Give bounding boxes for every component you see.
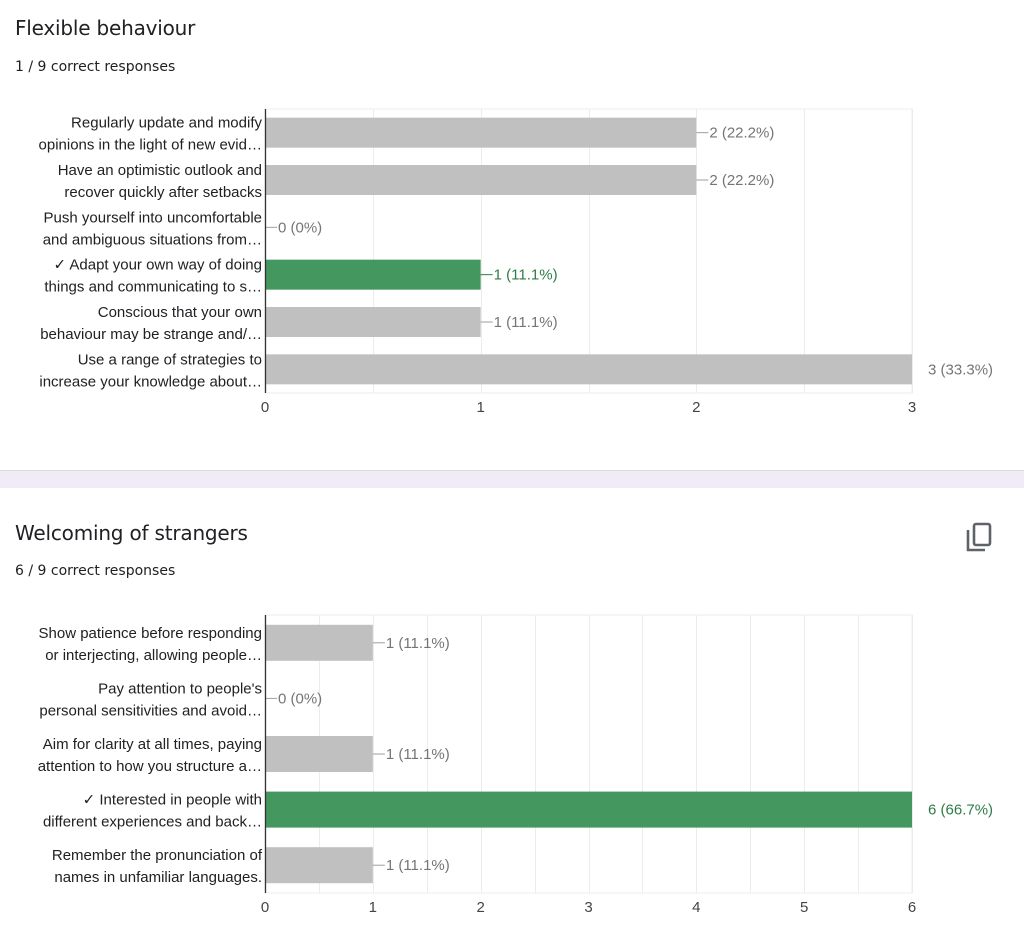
x-tick-label: 0 <box>261 399 269 416</box>
value-label: 0 (0%) <box>278 690 322 707</box>
question-title: Welcoming of strangers <box>15 521 248 545</box>
value-label: 2 (22.2%) <box>709 172 774 189</box>
value-label: 1 (11.1%) <box>386 857 450 874</box>
x-tick-label: 1 <box>369 899 377 916</box>
x-tick-label: 0 <box>261 899 269 916</box>
category-label: opinions in the light of new evid… <box>39 137 262 154</box>
value-label: 1 (11.1%) <box>494 267 558 284</box>
bar <box>266 307 481 337</box>
category-label: ✓ Adapt your own way of doing <box>53 257 262 274</box>
category-label: personal sensitivities and avoid… <box>39 702 262 719</box>
x-tick-label: 3 <box>908 399 916 416</box>
category-label: Conscious that your own <box>98 304 262 321</box>
category-label: Push yourself into uncomfortable <box>44 209 262 226</box>
category-label: Regularly update and modify <box>71 115 262 132</box>
value-label: 2 (22.2%) <box>709 125 774 142</box>
bar <box>266 354 912 385</box>
copy-icon <box>966 522 992 552</box>
category-label: things and communicating to s… <box>44 279 262 296</box>
value-label: 0 (0%) <box>278 219 322 236</box>
copy-chart-button[interactable] <box>964 521 994 555</box>
bar <box>266 847 373 884</box>
bar <box>266 117 697 148</box>
category-label: Show patience before responding <box>39 625 263 642</box>
bar <box>266 165 697 195</box>
question-card-welcoming-of-strangers: Welcoming of strangers 6 / 9 correct res… <box>0 488 1024 942</box>
category-label: ✓ Interested in people with <box>83 792 262 809</box>
value-label: 3 (33.3%) <box>928 361 993 378</box>
question-title: Flexible behaviour <box>15 16 196 40</box>
bar-chart-flexible-behaviour: Regularly update and modify opinions in t… <box>39 108 993 416</box>
category-label: increase your knowledge about… <box>39 373 262 390</box>
category-label: Aim for clarity at all times, paying <box>43 736 262 753</box>
category-label: and ambiguous situations from… <box>43 231 262 248</box>
bar <box>266 624 373 661</box>
correct-responses-count: 1 / 9 correct responses <box>15 59 176 75</box>
category-label: Have an optimistic outlook and <box>58 162 262 179</box>
value-label: 1 (11.1%) <box>494 314 558 331</box>
category-label: different experiences and back… <box>43 814 262 831</box>
value-label: 1 (11.1%) <box>386 635 450 652</box>
category-label: Remember the pronunciation of <box>52 847 263 864</box>
question-card-flexible-behaviour: Flexible behaviour 1 / 9 correct respons… <box>0 0 1024 470</box>
bar <box>266 736 373 772</box>
x-tick-label: 6 <box>908 899 916 916</box>
category-label: Pay attention to people's <box>98 680 262 697</box>
section-separator <box>0 470 1024 489</box>
category-label: names in unfamiliar languages. <box>54 869 262 886</box>
category-label: attention to how you structure a… <box>38 758 262 775</box>
x-tick-label: 5 <box>800 899 808 916</box>
x-tick-label: 2 <box>476 899 484 916</box>
bar-correct <box>266 259 481 290</box>
category-label: or interjecting, allowing people… <box>45 647 262 664</box>
category-label: recover quickly after setbacks <box>64 184 262 201</box>
bar-chart-welcoming-of-strangers: Show patience before responding or interj… <box>38 614 993 916</box>
value-label: 6 (66.7%) <box>928 802 993 819</box>
x-tick-label: 3 <box>584 899 592 916</box>
value-label: 1 (11.1%) <box>386 746 450 763</box>
x-tick-label: 4 <box>692 899 700 916</box>
x-tick-label: 1 <box>476 399 484 416</box>
category-label: behaviour may be strange and/… <box>40 326 262 343</box>
x-tick-label: 2 <box>692 399 700 416</box>
plot-area <box>264 108 913 394</box>
category-label: Use a range of strategies to <box>78 351 262 368</box>
correct-responses-count: 6 / 9 correct responses <box>15 563 176 579</box>
bar-correct <box>266 791 912 828</box>
